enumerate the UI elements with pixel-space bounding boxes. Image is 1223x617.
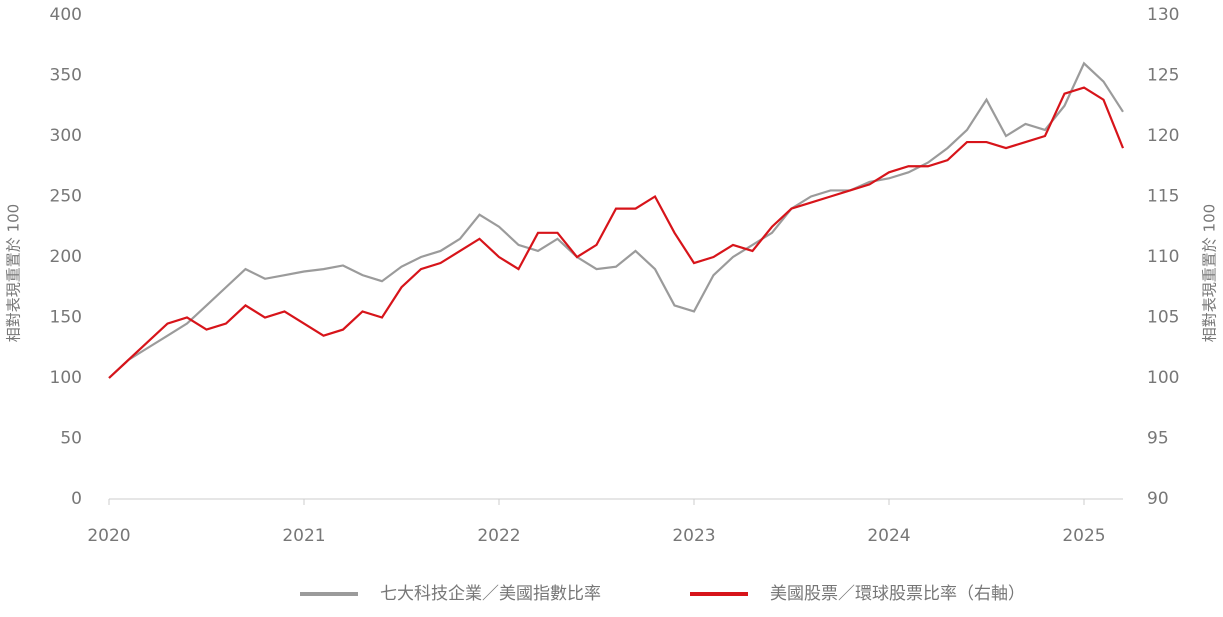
y2-tick-label: 95 xyxy=(1147,429,1169,449)
y-tick-label: 100 xyxy=(50,368,82,388)
x-tick-label: 2024 xyxy=(867,526,910,546)
legend-label: 七大科技企業／美國指數比率 xyxy=(380,584,601,604)
y2-tick-label: 105 xyxy=(1147,308,1179,328)
y-tick-label: 300 xyxy=(50,126,82,146)
y-axis-title: 相對表現重置於 100 xyxy=(5,204,23,342)
series-line xyxy=(108,86,1125,379)
y2-tick-label: 130 xyxy=(1147,5,1179,25)
y-tick-label: 350 xyxy=(50,66,82,86)
y-tick-label: 400 xyxy=(50,5,82,25)
y-tick-label: 50 xyxy=(60,429,82,449)
series-line xyxy=(108,61,1124,379)
x-tick-label: 2021 xyxy=(282,526,325,546)
y2-tick-label: 100 xyxy=(1147,368,1179,388)
x-tick-label: 2020 xyxy=(87,526,130,546)
y2-tick-label: 115 xyxy=(1147,187,1179,207)
y2-tick-label: 90 xyxy=(1147,489,1169,509)
y2-tick-label: 120 xyxy=(1147,126,1179,146)
y-tick-label: 200 xyxy=(50,247,82,267)
x-tick-label: 2022 xyxy=(477,526,520,546)
y2-tick-label: 110 xyxy=(1147,247,1179,267)
y2-tick-label: 125 xyxy=(1147,66,1179,86)
y-tick-label: 150 xyxy=(50,308,82,328)
x-tick-label: 2023 xyxy=(672,526,715,546)
legend-label: 美國股票／環球股票比率（右軸） xyxy=(770,584,1025,604)
y-tick-label: 250 xyxy=(50,187,82,207)
y-tick-label: 0 xyxy=(71,489,82,509)
y2-axis-title: 相對表現重置於 100 xyxy=(1201,204,1219,342)
x-tick-label: 2025 xyxy=(1062,526,1105,546)
